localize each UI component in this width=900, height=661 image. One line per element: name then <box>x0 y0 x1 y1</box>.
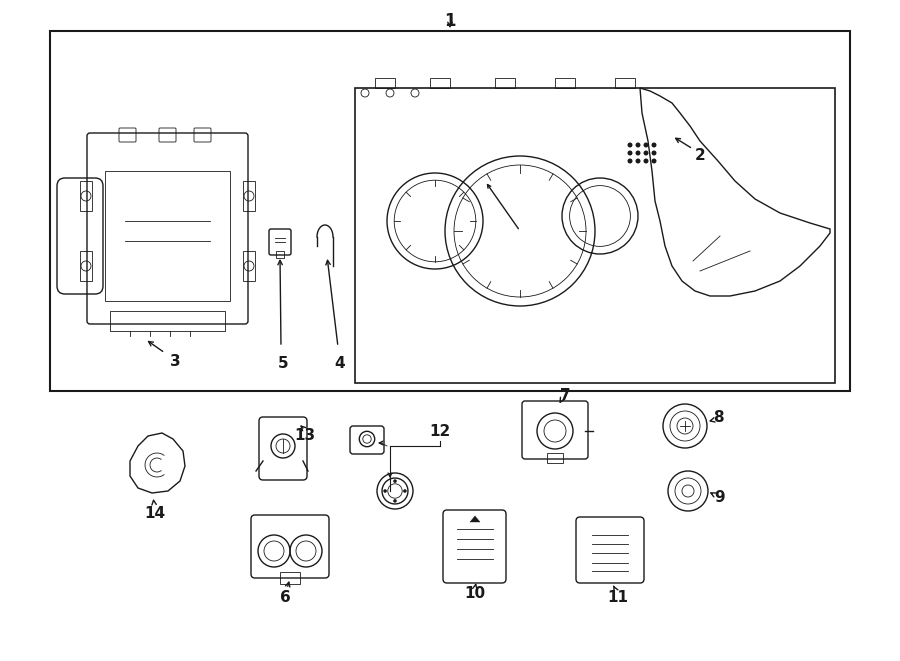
Text: 4: 4 <box>335 356 346 371</box>
Bar <box>615 78 635 88</box>
Bar <box>276 251 284 258</box>
Polygon shape <box>470 516 480 522</box>
Text: 6: 6 <box>280 590 291 605</box>
Bar <box>243 181 255 211</box>
Bar <box>280 572 300 584</box>
Text: 2: 2 <box>695 149 706 163</box>
Bar <box>105 171 230 301</box>
Circle shape <box>644 143 649 147</box>
Circle shape <box>383 489 387 493</box>
Text: 12: 12 <box>429 424 451 438</box>
Text: 13: 13 <box>294 428 316 444</box>
Circle shape <box>652 143 656 147</box>
Bar <box>555 78 575 88</box>
Bar <box>110 311 225 331</box>
Bar <box>80 251 92 281</box>
Circle shape <box>627 143 633 147</box>
Bar <box>495 78 515 88</box>
Text: 3: 3 <box>170 354 180 368</box>
Text: 5: 5 <box>278 356 288 371</box>
Circle shape <box>635 159 641 163</box>
Circle shape <box>635 143 641 147</box>
Bar <box>430 78 450 88</box>
Bar <box>355 88 835 383</box>
Text: 14: 14 <box>144 506 166 520</box>
Bar <box>375 78 395 88</box>
Text: 10: 10 <box>464 586 486 600</box>
Text: 11: 11 <box>608 590 628 605</box>
Text: 1: 1 <box>445 12 455 30</box>
Circle shape <box>635 151 641 155</box>
Text: 9: 9 <box>715 490 725 506</box>
Circle shape <box>403 489 407 493</box>
Circle shape <box>393 499 397 503</box>
Circle shape <box>627 159 633 163</box>
Bar <box>80 181 92 211</box>
Circle shape <box>644 151 649 155</box>
Bar <box>50 31 850 391</box>
Circle shape <box>652 159 656 163</box>
Text: 8: 8 <box>713 410 724 426</box>
Circle shape <box>393 479 397 483</box>
Text: 7: 7 <box>560 389 571 403</box>
Bar <box>547 453 563 463</box>
Circle shape <box>627 151 633 155</box>
Circle shape <box>652 151 656 155</box>
Bar <box>243 251 255 281</box>
Circle shape <box>644 159 649 163</box>
